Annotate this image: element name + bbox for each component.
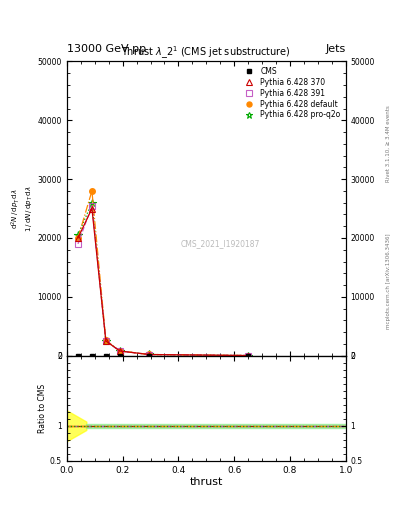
Line: Pythia 6.428 391: Pythia 6.428 391 xyxy=(75,203,251,358)
Text: Rivet 3.1.10, ≥ 3.4M events: Rivet 3.1.10, ≥ 3.4M events xyxy=(386,105,391,182)
Pythia 6.428 default xyxy=(90,188,94,194)
Pythia 6.428 370 xyxy=(118,348,122,354)
Pythia 6.428 391 xyxy=(103,338,108,344)
Pythia 6.428 391 xyxy=(118,348,122,354)
CMS xyxy=(147,353,151,359)
X-axis label: thrust: thrust xyxy=(190,477,223,487)
Pythia 6.428 391 xyxy=(246,352,251,358)
Y-axis label: $\mathrm{d}^2N\,/\,\mathrm{d}p_T\,\mathrm{d}\lambda$
$1\,/\,\mathrm{d}N\,/\,\mat: $\mathrm{d}^2N\,/\,\mathrm{d}p_T\,\mathr… xyxy=(9,185,35,232)
Pythia 6.428 pro-q2o xyxy=(103,337,108,344)
CMS xyxy=(103,353,108,359)
Line: CMS: CMS xyxy=(75,353,251,358)
Pythia 6.428 391 xyxy=(75,241,80,247)
Text: mcplots.cern.ch [arXiv:1306.3436]: mcplots.cern.ch [arXiv:1306.3436] xyxy=(386,234,391,329)
Text: 13000 GeV pp: 13000 GeV pp xyxy=(67,44,146,54)
Pythia 6.428 default xyxy=(147,351,151,357)
Pythia 6.428 370 xyxy=(90,205,94,211)
Pythia 6.428 pro-q2o xyxy=(118,348,122,354)
Pythia 6.428 370 xyxy=(147,351,151,357)
Title: Thrust $\lambda$_2$^1$ (CMS jet substructure): Thrust $\lambda$_2$^1$ (CMS jet substruc… xyxy=(121,45,291,61)
Pythia 6.428 default xyxy=(103,337,108,344)
Y-axis label: Ratio to CMS: Ratio to CMS xyxy=(38,383,47,433)
Pythia 6.428 391 xyxy=(147,351,151,357)
Pythia 6.428 370 xyxy=(103,338,108,344)
Text: Jets: Jets xyxy=(325,44,346,54)
Pythia 6.428 370 xyxy=(75,235,80,241)
Pythia 6.428 pro-q2o xyxy=(246,352,251,358)
Pythia 6.428 default xyxy=(246,352,251,358)
Pythia 6.428 pro-q2o xyxy=(147,351,151,357)
CMS xyxy=(75,353,80,359)
Pythia 6.428 default xyxy=(75,235,80,241)
Text: CMS_2021_I1920187: CMS_2021_I1920187 xyxy=(181,240,260,248)
CMS xyxy=(118,353,122,359)
Pythia 6.428 391 xyxy=(90,203,94,209)
Pythia 6.428 370 xyxy=(246,352,251,358)
Line: Pythia 6.428 pro-q2o: Pythia 6.428 pro-q2o xyxy=(74,199,252,359)
Legend: CMS, Pythia 6.428 370, Pythia 6.428 391, Pythia 6.428 default, Pythia 6.428 pro-: CMS, Pythia 6.428 370, Pythia 6.428 391,… xyxy=(239,65,342,121)
Line: Pythia 6.428 370: Pythia 6.428 370 xyxy=(75,205,251,358)
Pythia 6.428 default xyxy=(118,348,122,354)
CMS xyxy=(246,353,251,359)
Pythia 6.428 pro-q2o xyxy=(90,200,94,206)
CMS xyxy=(90,353,94,359)
Pythia 6.428 pro-q2o xyxy=(75,232,80,238)
Line: Pythia 6.428 default: Pythia 6.428 default xyxy=(75,188,251,358)
